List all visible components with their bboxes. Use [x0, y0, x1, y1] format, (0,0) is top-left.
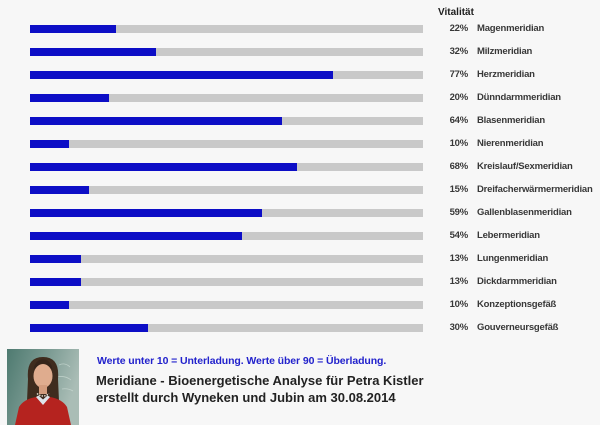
bar-label: Dünndarmmeridian [477, 92, 561, 103]
bar-fill [30, 255, 82, 263]
bar-row: 13% Lungenmeridian [0, 253, 600, 264]
bar-label: Konzeptionsgefäß [477, 299, 557, 310]
bar-track [30, 71, 423, 79]
portrait-photo-illustration [7, 349, 79, 425]
bar-fill [30, 232, 243, 240]
bar-label: Blasenmeridian [477, 115, 545, 126]
bar-fill [30, 278, 82, 286]
bar-percent: 10% [449, 299, 469, 310]
bar-track [30, 140, 423, 148]
bar-label: Milzmeridian [477, 46, 533, 57]
report-title-line2: erstellt durch Wyneken und Jubin am 30.0… [96, 390, 396, 405]
bar-track [30, 48, 423, 56]
bar-row: 22% Magenmeridian [0, 23, 600, 34]
report-title-line1: Meridiane - Bioenergetische Analyse für … [96, 373, 424, 388]
bar-percent: 20% [449, 92, 469, 103]
bar-track [30, 324, 423, 332]
bar-row: 32% Milzmeridian [0, 46, 600, 57]
bar-track [30, 163, 423, 171]
bar-percent: 30% [449, 322, 469, 333]
meridian-bar-chart: 22% Magenmeridian 32% Milzmeridian 77% H… [0, 23, 600, 347]
bar-label: Gouverneursgefäß [477, 322, 559, 333]
bar-row: 68% Kreislauf/Sexmeridian [0, 161, 600, 172]
bar-label: Dreifacherwärmermeridian [477, 184, 593, 195]
bar-row: 64% Blasenmeridian [0, 115, 600, 126]
portrait-photo [7, 349, 79, 425]
bar-fill [30, 301, 70, 309]
bar-label: Lungenmeridian [477, 253, 549, 264]
bar-percent: 22% [449, 23, 469, 34]
bar-percent: 13% [449, 276, 469, 287]
bar-percent: 64% [449, 115, 469, 126]
bar-fill [30, 140, 70, 148]
bar-row: 10% Nierenmeridian [0, 138, 600, 149]
bar-row: 59% Gallenblasenmeridian [0, 207, 600, 218]
bar-track [30, 301, 423, 309]
bar-fill [30, 48, 156, 56]
bar-row: 13% Dickdarmmeridian [0, 276, 600, 287]
bar-percent: 59% [449, 207, 469, 218]
bar-track [30, 278, 423, 286]
bar-label: Gallenblasenmeridian [477, 207, 572, 218]
bar-row: 77% Herzmeridian [0, 69, 600, 80]
bar-label: Herzmeridian [477, 69, 535, 80]
bar-percent: 68% [449, 161, 469, 172]
bar-track [30, 25, 423, 33]
bar-label: Nierenmeridian [477, 138, 544, 149]
bar-label: Dickdarmmeridian [477, 276, 557, 287]
bar-fill [30, 186, 89, 194]
bar-row: 10% Konzeptionsgefäß [0, 299, 600, 310]
bar-row: 15% Dreifacherwärmermeridian [0, 184, 600, 195]
bar-track [30, 117, 423, 125]
legend-note: Werte unter 10 = Unterladung. Werte über… [97, 355, 387, 367]
bar-percent: 10% [449, 138, 469, 149]
bar-track [30, 186, 423, 194]
bar-fill [30, 71, 333, 79]
bar-percent: 15% [449, 184, 469, 195]
bar-fill [30, 163, 298, 171]
report-title: Meridiane - Bioenergetische Analyse für … [96, 372, 424, 406]
bar-row: 30% Gouverneursgefäß [0, 322, 600, 333]
bar-percent: 13% [449, 253, 469, 264]
bar-track [30, 94, 423, 102]
bar-percent: 77% [449, 69, 469, 80]
bar-track [30, 232, 423, 240]
bar-row: 54% Lebermeridian [0, 230, 600, 241]
bar-fill [30, 117, 282, 125]
bar-track [30, 255, 423, 263]
bar-fill [30, 324, 148, 332]
bar-label: Kreislauf/Sexmeridian [477, 161, 573, 172]
bar-percent: 32% [449, 46, 469, 57]
bar-label: Magenmeridian [477, 23, 545, 34]
bar-row: 20% Dünndarmmeridian [0, 92, 600, 103]
bar-fill [30, 209, 262, 217]
bar-label: Lebermeridian [477, 230, 540, 241]
chart-title: Vitalität [438, 7, 474, 18]
bar-track [30, 209, 423, 217]
bar-fill [30, 94, 109, 102]
bar-percent: 54% [449, 230, 469, 241]
bar-fill [30, 25, 117, 33]
